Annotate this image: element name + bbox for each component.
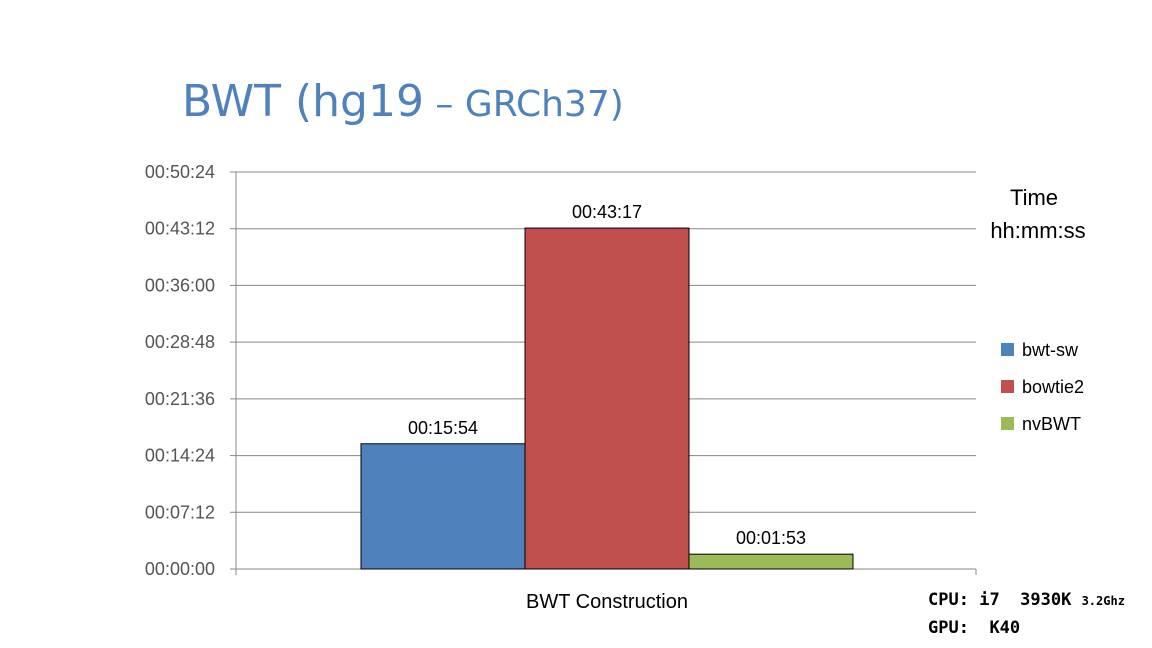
title-subtitle: GRCh37) xyxy=(464,84,624,125)
title-main: BWT (hg19 xyxy=(182,76,424,127)
data-label-bwt-sw: 00:15:54 xyxy=(408,418,478,438)
x-category-label: BWT Construction xyxy=(526,591,688,613)
legend-label-bowtie2: bowtie2 xyxy=(1022,377,1084,397)
legend-label-bwt-sw: bwt-sw xyxy=(1022,340,1079,360)
y-tick-label: 00:43:12 xyxy=(145,219,215,239)
legend-swatch-nvBWT xyxy=(1001,417,1014,430)
y-tick-label: 00:28:48 xyxy=(145,332,215,352)
cpu-label: CPU: xyxy=(928,590,969,610)
y-axis-title-line1: Time xyxy=(1010,185,1058,210)
gpu-label: GPU: xyxy=(928,618,969,638)
cpu-line: CPU: i7 3930K 3.2Ghz xyxy=(928,590,1125,610)
y-tick-label: 00:07:12 xyxy=(145,502,215,522)
legend-swatch-bowtie2 xyxy=(1001,380,1014,393)
y-axis-title-line2: hh:mm:ss xyxy=(990,218,1085,243)
gpu-model: K40 xyxy=(989,618,1021,638)
y-tick-label: 00:50:24 xyxy=(145,162,215,182)
data-label-bowtie2: 00:43:17 xyxy=(572,202,642,222)
gpu-line: GPU: K40 xyxy=(928,618,1020,638)
legend-label-nvBWT: nvBWT xyxy=(1022,414,1081,434)
title-separator: – xyxy=(423,84,465,125)
y-tick-label: 00:36:00 xyxy=(145,275,215,295)
cpu-speed: 3.2Ghz xyxy=(1081,594,1125,608)
bar-bowtie2 xyxy=(524,227,690,570)
data-label-nvBWT: 00:01:53 xyxy=(736,528,806,548)
bar-bwt-sw xyxy=(360,443,526,570)
slide-title: BWT (hg19 – GRCh37) xyxy=(182,76,624,127)
cpu-model: i7 3930K xyxy=(979,590,1072,610)
y-tick-label: 00:21:36 xyxy=(145,389,215,409)
y-tick-label: 00:00:00 xyxy=(145,559,215,579)
legend-swatch-bwt-sw xyxy=(1001,343,1014,356)
bar-nvBWT xyxy=(688,553,854,570)
y-tick-label: 00:14:24 xyxy=(145,446,215,466)
